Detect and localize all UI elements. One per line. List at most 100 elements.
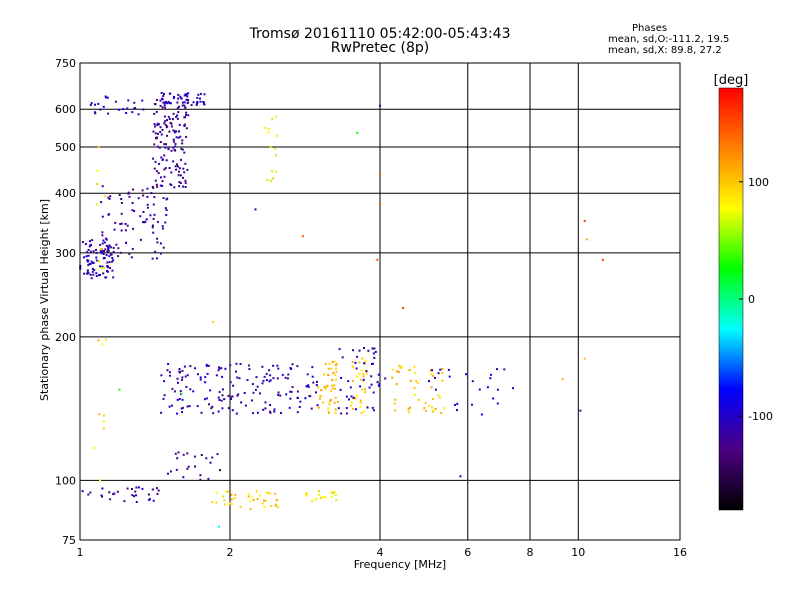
echo-point <box>168 118 171 120</box>
echo-point <box>164 207 167 210</box>
echo-point <box>374 350 377 353</box>
echo-point <box>182 176 184 179</box>
echo-point <box>255 376 258 379</box>
echo-point <box>349 386 352 389</box>
echo-point <box>274 115 277 118</box>
echo-point <box>104 276 107 279</box>
echo-point <box>316 380 318 383</box>
echo-point <box>413 386 416 389</box>
echo-point <box>89 250 92 253</box>
echo-point <box>107 245 110 248</box>
echo-point <box>284 376 287 379</box>
echo-point <box>231 395 234 398</box>
echo-point <box>196 96 199 99</box>
echo-point <box>194 465 196 468</box>
echo-point <box>330 389 332 392</box>
plot-frame <box>79 62 681 541</box>
echo-point <box>176 107 179 110</box>
echo-point <box>104 195 107 197</box>
echo-point <box>414 371 417 374</box>
echo-point <box>362 375 365 378</box>
echo-point <box>199 376 202 379</box>
echo-point <box>106 261 109 264</box>
echo-point <box>299 400 302 403</box>
echo-point <box>333 491 336 494</box>
echo-point <box>127 191 130 194</box>
echo-point <box>229 502 232 505</box>
echo-point <box>87 248 90 251</box>
echo-point <box>97 339 100 342</box>
echo-point <box>372 362 374 365</box>
echo-point <box>81 241 84 243</box>
echo-point <box>269 410 271 413</box>
echo-point <box>323 373 325 376</box>
echo-point <box>179 390 182 393</box>
echo-point <box>329 399 332 401</box>
echo-point <box>379 104 381 107</box>
echo-point <box>107 196 110 199</box>
echo-point <box>287 373 290 376</box>
echo-point <box>175 130 178 133</box>
echo-point <box>124 229 127 232</box>
echo-point <box>312 381 315 384</box>
echo-point <box>172 160 175 163</box>
echo-point <box>174 452 177 455</box>
echo-point <box>355 367 358 370</box>
echo-point <box>230 493 233 496</box>
echo-point <box>217 525 220 528</box>
echo-point <box>199 474 202 477</box>
echo-point <box>503 368 506 371</box>
echo-point <box>337 407 340 410</box>
echo-point <box>248 368 251 371</box>
echo-point <box>155 110 158 113</box>
echo-point <box>163 154 166 157</box>
echo-point <box>104 338 107 341</box>
echo-point <box>315 497 318 500</box>
echo-point <box>179 182 182 184</box>
echo-point <box>165 214 168 216</box>
echo-point <box>256 411 259 414</box>
echo-point <box>154 103 157 105</box>
echo-point <box>112 246 115 249</box>
echo-point <box>87 264 90 266</box>
echo-point <box>85 255 88 258</box>
echo-point <box>229 381 232 384</box>
echo-point <box>86 269 89 272</box>
echo-point <box>187 99 190 101</box>
echo-point <box>143 221 146 224</box>
echo-point <box>447 368 450 371</box>
echo-point <box>251 383 254 386</box>
echo-point <box>180 158 182 161</box>
echo-point <box>167 472 169 475</box>
echo-point <box>98 274 100 277</box>
echo-point <box>114 100 117 103</box>
echo-point <box>219 469 221 472</box>
echo-point <box>89 273 92 276</box>
echo-point <box>166 134 168 137</box>
echo-point <box>153 123 156 126</box>
echo-point <box>174 130 177 133</box>
echo-point <box>291 363 294 366</box>
echo-point <box>356 132 359 134</box>
echo-point <box>397 371 400 373</box>
echo-point <box>465 373 467 376</box>
echo-point <box>266 491 269 494</box>
echo-point <box>184 162 187 165</box>
echo-point <box>133 495 135 498</box>
echo-point <box>373 356 376 359</box>
echo-point <box>111 260 114 263</box>
echo-point <box>108 491 111 494</box>
echo-point <box>153 143 156 146</box>
echo-point <box>430 373 433 376</box>
echo-point <box>178 398 181 400</box>
echo-point <box>165 159 168 162</box>
y-tick-label: 600 <box>55 103 76 116</box>
echo-point <box>120 222 123 225</box>
echo-point <box>152 217 155 220</box>
echo-point <box>277 506 279 509</box>
echo-point <box>155 99 158 101</box>
echo-point <box>179 371 181 374</box>
echo-point <box>103 256 106 259</box>
echo-point <box>285 393 288 396</box>
echo-point <box>192 390 195 393</box>
